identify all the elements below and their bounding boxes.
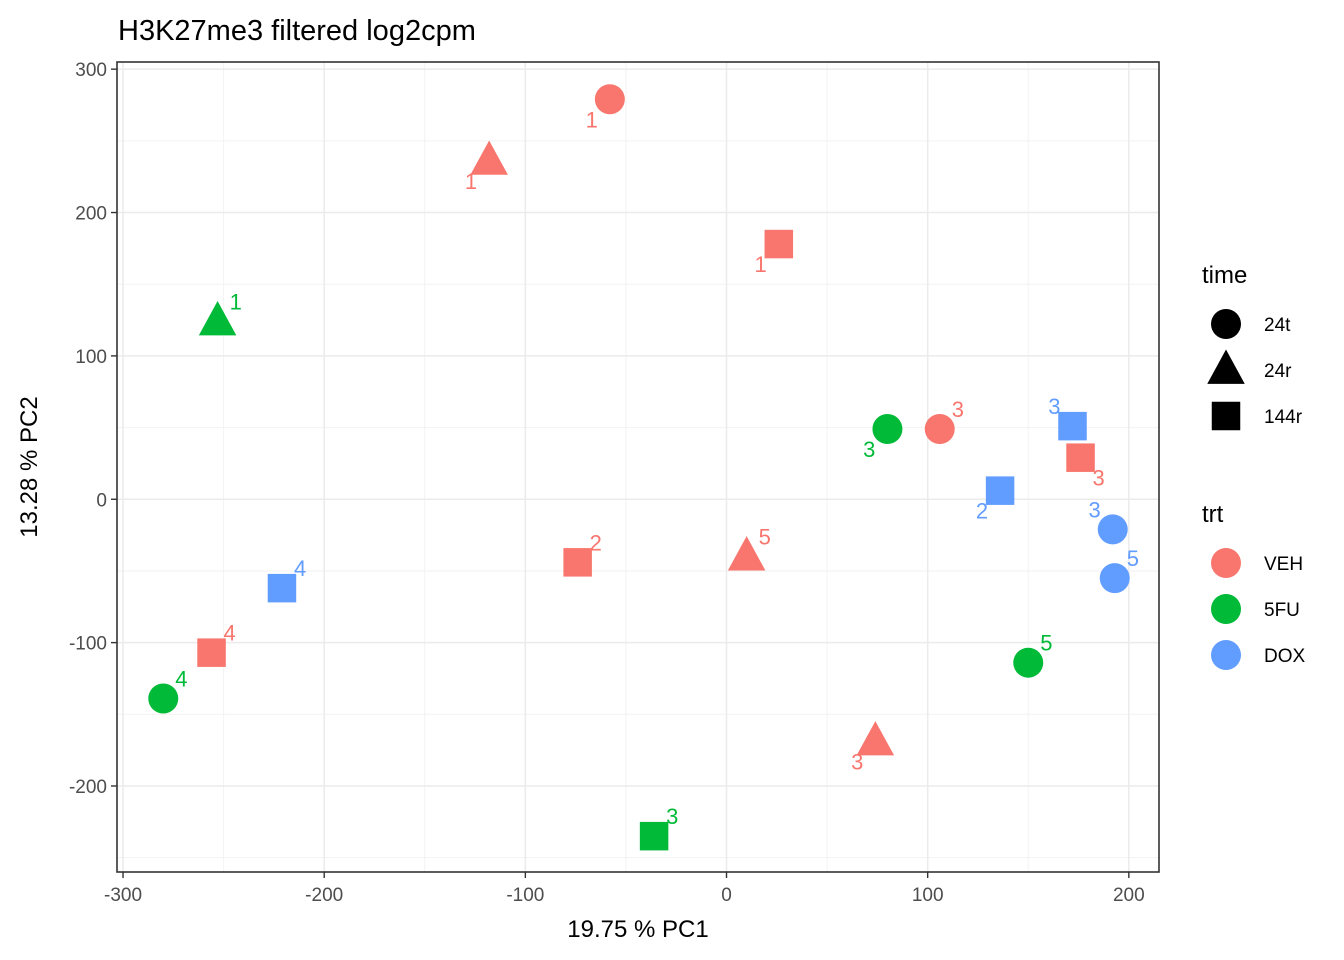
legend-trt: trt VEH 5FU DOX <box>1202 501 1306 670</box>
data-point <box>1013 647 1044 678</box>
y-tick-label: 200 <box>75 204 107 225</box>
point-label: 3 <box>1088 497 1100 522</box>
data-point <box>1097 514 1128 545</box>
point-label: 4 <box>224 621 236 646</box>
point-label: 1 <box>465 169 477 194</box>
chart-title: H3K27me3 filtered log2cpm <box>118 15 476 47</box>
point-label: 3 <box>666 804 678 829</box>
point-label: 1 <box>586 107 598 132</box>
data-point <box>872 414 903 445</box>
data-point <box>1066 443 1095 472</box>
x-tick-label: -200 <box>305 885 343 906</box>
y-tick-label: 0 <box>96 490 107 511</box>
legend-time-label: 24t <box>1264 315 1291 336</box>
data-point <box>1099 563 1130 594</box>
point-label: 3 <box>1093 466 1105 491</box>
point-label: 3 <box>1048 394 1060 419</box>
data-point <box>985 476 1015 505</box>
data-point <box>727 536 766 571</box>
y-axis-title: 13.28 % PC2 <box>16 396 43 537</box>
point-labels: 1 1 1 1 3 3 3 3 2 3 5 2 5 4 4 4 5 3 3 <box>175 107 1139 829</box>
legend-trt-title: trt <box>1202 501 1224 528</box>
x-tick-label: -100 <box>506 885 544 906</box>
plot-panel <box>117 62 1159 872</box>
x-tick-label: 0 <box>721 885 732 906</box>
point-label: 2 <box>590 530 602 555</box>
point-label: 3 <box>863 437 875 462</box>
plot-border <box>116 61 1160 873</box>
legend-time-label: 24r <box>1264 361 1292 382</box>
legend-trt-key <box>1211 594 1241 624</box>
data-point <box>764 229 794 259</box>
point-label: 4 <box>294 556 306 581</box>
x-axis-title: 19.75 % PC1 <box>567 916 708 943</box>
point-label: 3 <box>952 397 964 422</box>
y-tick-label: 300 <box>75 60 107 81</box>
data-point <box>148 683 179 714</box>
data-point <box>924 414 955 445</box>
legend-time-label: 144r <box>1264 407 1303 428</box>
data-point <box>470 140 508 175</box>
legend-time-title: time <box>1202 262 1247 289</box>
data-points <box>148 84 1130 851</box>
data-point <box>267 573 297 603</box>
legend-trt-label: 5FU <box>1264 600 1300 621</box>
y-tick-label: -200 <box>69 777 107 798</box>
y-axis-ticks: -200 -100 0 100 200 300 <box>69 60 117 798</box>
data-point <box>639 821 669 851</box>
grid-lines <box>117 62 1159 872</box>
point-label: 3 <box>851 750 863 775</box>
legend-trt-key <box>1211 548 1241 578</box>
point-label: 2 <box>976 499 988 524</box>
x-tick-label: -300 <box>104 885 142 906</box>
point-label: 5 <box>759 525 771 550</box>
legend-trt-label: DOX <box>1264 646 1306 667</box>
x-tick-label: 200 <box>1113 885 1145 906</box>
x-tick-label: 100 <box>912 885 944 906</box>
legend-trt-key <box>1211 640 1241 670</box>
point-label: 5 <box>1127 546 1139 571</box>
data-point <box>594 84 625 115</box>
data-point <box>197 638 226 667</box>
legend-trt-label: VEH <box>1264 554 1303 575</box>
point-label: 1 <box>755 252 767 277</box>
legend-time-key <box>1211 401 1241 431</box>
x-axis-ticks: -300 -200 -100 0 100 200 <box>104 872 1145 906</box>
data-point <box>563 548 592 577</box>
legend-time-key <box>1207 349 1245 384</box>
legend-time-key <box>1211 309 1241 339</box>
legend-time: time 24t 24r 144r <box>1202 262 1303 431</box>
y-tick-label: -100 <box>69 634 107 655</box>
point-label: 5 <box>1040 631 1052 656</box>
point-label: 1 <box>230 289 242 314</box>
data-point <box>198 301 237 336</box>
data-point <box>1058 411 1087 441</box>
point-label: 4 <box>175 667 187 692</box>
data-point <box>856 721 895 756</box>
y-tick-label: 100 <box>75 347 107 368</box>
